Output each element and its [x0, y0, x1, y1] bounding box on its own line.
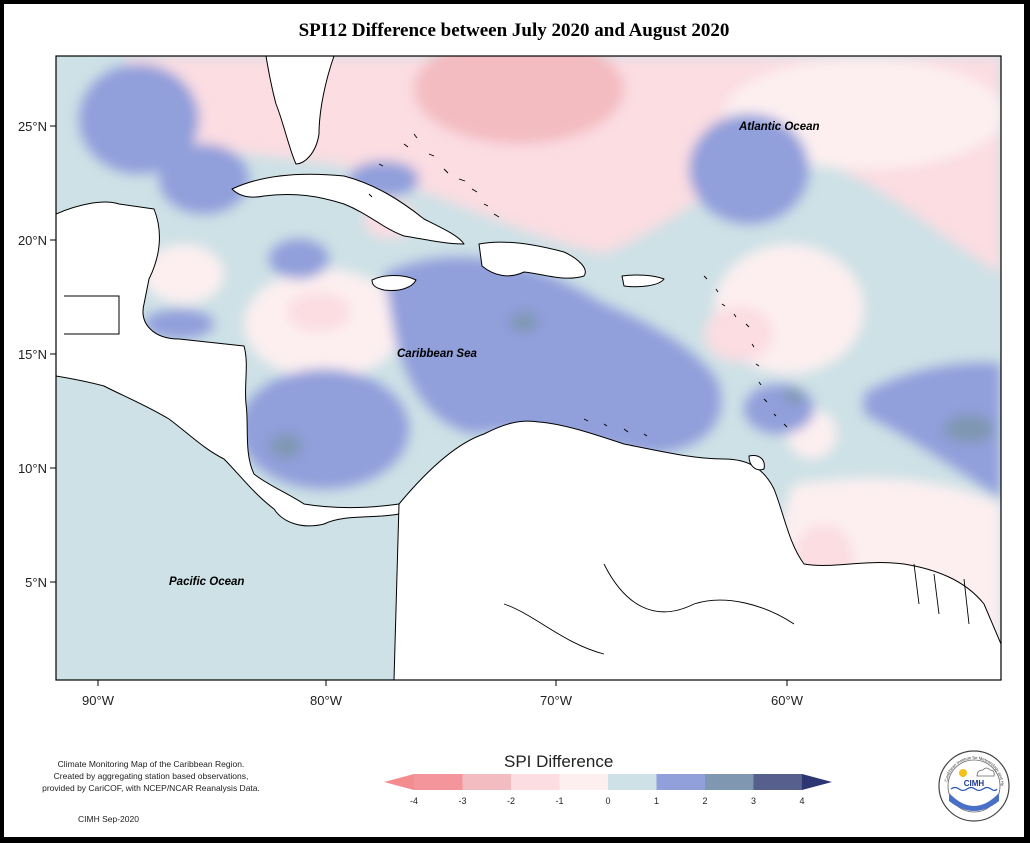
cuba-land	[231, 173, 465, 245]
spi-area-north-peak	[414, 56, 624, 144]
spi-area-east-blue	[864, 362, 1001, 499]
spi-area-panama-blue	[239, 369, 409, 489]
map-border	[55, 55, 1002, 681]
spi-area-caribbean-blue	[384, 257, 722, 454]
logo-waves	[950, 786, 998, 792]
hispaniola-land	[478, 241, 586, 279]
small-islands	[64, 133, 970, 655]
colorbar-segment	[608, 774, 657, 790]
colorbar-segment	[462, 774, 512, 790]
spi-area-windward-dark	[784, 388, 804, 404]
colorbar-tick-label: 3	[751, 796, 756, 806]
colorbar-tick-label: -4	[410, 796, 418, 806]
lon-label-60w: 60°W	[771, 693, 804, 708]
pacific-ocean-label: Pacific Ocean	[169, 576, 244, 588]
spi-area-panama-dark	[270, 434, 302, 458]
colorbar-tick-label: -1	[555, 796, 563, 806]
lat-label-10n: 10°N	[18, 461, 47, 476]
spi-colorbar: -4 -3 -2 -1 0 1 2 3 4	[384, 774, 832, 806]
colorbar-arrow-low	[384, 774, 414, 790]
lat-label-5n: 5°N	[25, 575, 47, 590]
colorbar-arrow-high	[802, 774, 832, 790]
spi-area-honduras-pink	[144, 244, 224, 304]
south-america-land	[393, 420, 1001, 680]
sun-icon	[959, 769, 967, 777]
jamaica-land	[371, 275, 417, 291]
map-figure: 25°N 20°N 15°N 10°N 5°N 90°W 80°W 70°W 6…	[18, 55, 1002, 806]
cimh-logo: CIMH Caribbean Institute for Meteorology…	[937, 749, 1010, 822]
map-frame: SPI12 Difference between July 2020 and A…	[4, 4, 1024, 837]
lat-label-20n: 20°N	[18, 233, 47, 248]
spi-area-gulf-blue-2	[159, 144, 249, 214]
colorbar-segment	[753, 774, 803, 790]
legend-title: SPI Difference	[504, 752, 614, 771]
spi-area-east-dark	[944, 415, 994, 443]
credits-text: Climate Monitoring Map of the Caribbean …	[26, 758, 276, 794]
colorbar-segment	[559, 774, 609, 790]
florida-land	[265, 56, 335, 165]
credits-line-2: Created by aggregating station based obs…	[53, 771, 249, 781]
lat-label-15n: 15°N	[18, 347, 47, 362]
spi-area-atlantic-blue	[689, 114, 809, 224]
spi-area-lesser-antilles-peak	[704, 306, 774, 362]
puerto-rico-land	[621, 274, 665, 288]
lon-label-90w: 90°W	[82, 693, 115, 708]
logo-text: CIMH	[964, 779, 985, 788]
colorbar-tick-label: 2	[702, 796, 707, 806]
spi-area-central-peak	[287, 292, 351, 332]
colorbar-tick-label: -2	[507, 796, 515, 806]
colorbar-tick-label: 0	[605, 796, 610, 806]
map-title: SPI12 Difference between July 2020 and A…	[298, 20, 730, 41]
colorbar-tick-label: 4	[799, 796, 804, 806]
spi-area-cayman-blue	[269, 239, 329, 279]
colorbar-tick-label: -3	[458, 796, 466, 806]
colorbar-segment	[656, 774, 706, 790]
land-masses	[56, 56, 1001, 680]
colorbar-segment	[511, 774, 560, 790]
lat-axis	[50, 125, 56, 583]
spi-area-central-dark	[510, 312, 538, 332]
lon-axis	[97, 680, 788, 686]
colorbar-segment	[414, 774, 463, 790]
spi-area-gulf-blue	[79, 64, 199, 174]
credits-line-3: provided by CariCOF, with NCEP/NCAR Rean…	[42, 783, 260, 793]
spi-area-honduras-blue	[144, 309, 214, 339]
lon-label-70w: 70°W	[540, 693, 573, 708]
credits-line-1: Climate Monitoring Map of the Caribbean …	[57, 759, 245, 769]
caribbean-sea-label: Caribbean Sea	[397, 348, 477, 360]
colorbar-segment	[705, 774, 754, 790]
atlantic-ocean-label: Atlantic Ocean	[738, 121, 820, 133]
spi-area-windward-blue	[744, 384, 814, 434]
lat-label-25n: 25°N	[18, 119, 47, 134]
trinidad-land	[748, 455, 765, 471]
lon-label-80w: 80°W	[310, 693, 343, 708]
central-america-land	[56, 201, 425, 527]
footer-credit: CIMH Sep-2020	[78, 814, 139, 824]
logo-sea	[949, 793, 999, 811]
colorbar-tick-label: 1	[654, 796, 659, 806]
cloud-icon	[976, 767, 995, 777]
